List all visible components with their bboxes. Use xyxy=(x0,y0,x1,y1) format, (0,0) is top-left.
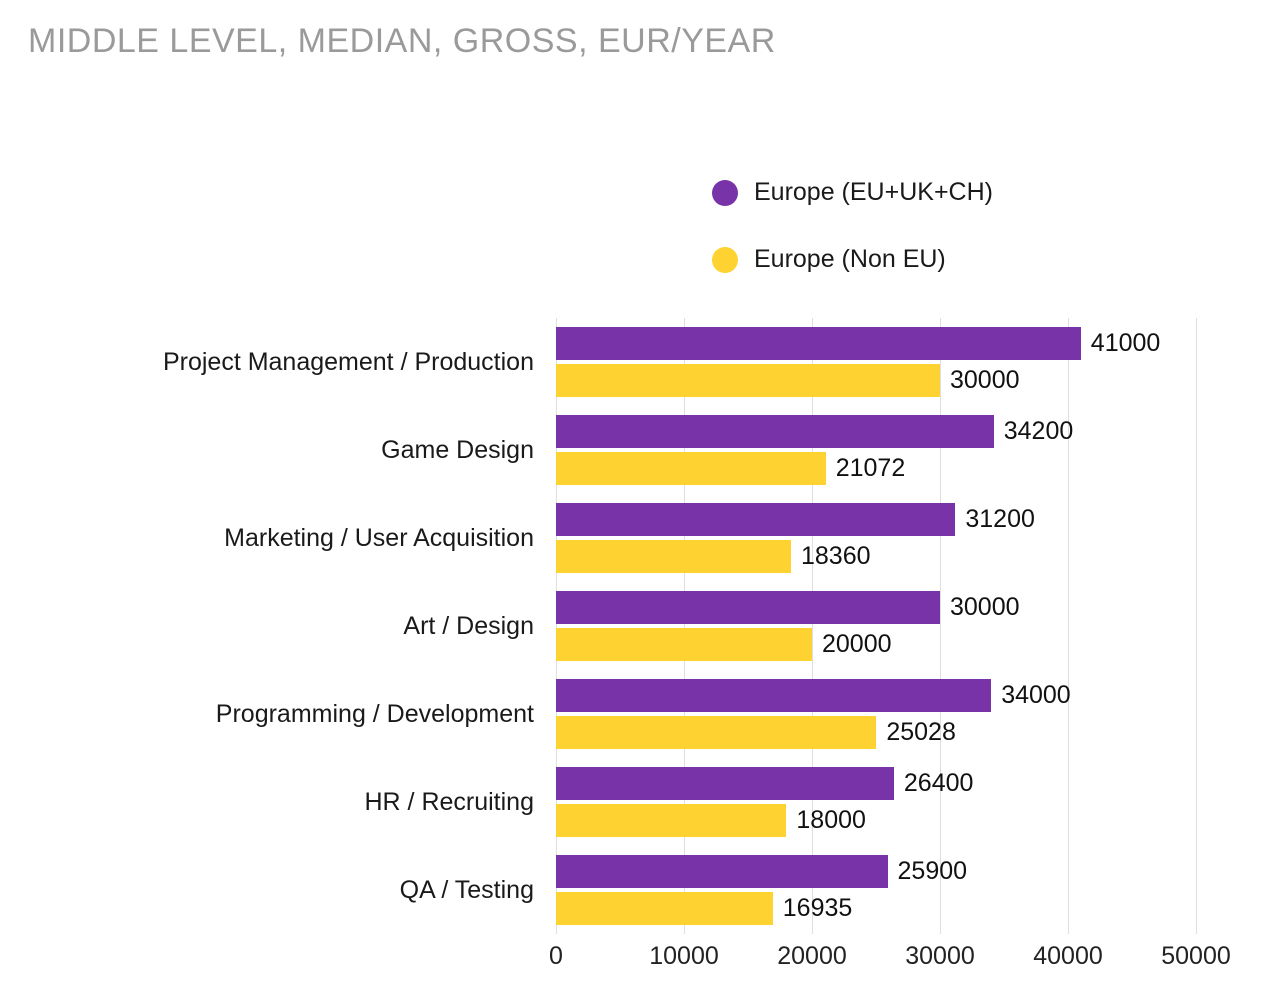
bar-eu-uk-ch xyxy=(556,679,992,712)
bar-value-label: 34000 xyxy=(1001,681,1071,709)
x-axis-tick: 20000 xyxy=(777,942,847,970)
legend-item: Europe (Non EU) xyxy=(712,245,993,274)
category-bars: 41000 30000 xyxy=(556,327,1196,397)
category-bars: 34200 21072 xyxy=(556,415,1196,485)
bar-value-label: 41000 xyxy=(1090,329,1161,357)
category-bars: 34000 25028 xyxy=(556,679,1196,749)
legend: Europe (EU+UK+CH) Europe (Non EU) xyxy=(712,178,993,274)
bar-non-eu xyxy=(556,628,812,661)
category-group: Marketing / User Acquisition 31200 18360 xyxy=(0,494,1284,582)
category-label: Project Management / Production xyxy=(162,347,534,376)
legend-label: Europe (EU+UK+CH) xyxy=(754,178,993,206)
bar-non-eu xyxy=(556,452,826,485)
grid-layer xyxy=(556,318,1197,934)
bar-line: 18360 xyxy=(556,540,1196,573)
bar-line: 26400 xyxy=(556,767,1196,800)
bar-eu-uk-ch xyxy=(556,767,894,800)
bar-eu-uk-ch xyxy=(556,591,940,624)
bar-line: 34000 xyxy=(556,679,1196,712)
x-axis-tick: 30000 xyxy=(905,942,975,970)
category-label: Game Design xyxy=(381,435,534,464)
x-axis-tick: 40000 xyxy=(1033,942,1103,970)
bar-line: 16935 xyxy=(556,892,1196,925)
category-label: QA / Testing xyxy=(399,875,534,904)
x-axis-tick: 0 xyxy=(549,942,563,970)
bar-value-label: 25900 xyxy=(897,857,968,885)
bar-line: 21072 xyxy=(556,452,1196,485)
bar-non-eu xyxy=(556,892,773,925)
bar-line: 20000 xyxy=(556,628,1196,661)
gridline xyxy=(940,318,941,934)
bar-eu-uk-ch xyxy=(556,503,956,536)
bar-eu-uk-ch xyxy=(556,855,888,888)
category-label: HR / Recruiting xyxy=(364,787,535,816)
bar-value-label: 20000 xyxy=(822,630,892,658)
legend-item: Europe (EU+UK+CH) xyxy=(712,178,993,207)
bar-value-label: 30000 xyxy=(950,593,1020,621)
bar-value-label: 18000 xyxy=(796,806,866,834)
bar-chart: Project Management / Production 41000 30… xyxy=(0,318,1284,934)
category-group: HR / Recruiting 26400 18000 xyxy=(0,758,1284,846)
bar-value-label: 30000 xyxy=(950,366,1020,394)
chart-title: MIDDLE LEVEL, MEDIAN, GROSS, EUR/YEAR xyxy=(28,22,776,60)
x-axis-tick: 50000 xyxy=(1161,942,1231,970)
gridline xyxy=(556,318,557,934)
bar-line: 41000 xyxy=(556,327,1196,360)
gridline xyxy=(1068,318,1069,934)
bar-line: 30000 xyxy=(556,364,1196,397)
category-label: Programming / Development xyxy=(215,699,534,728)
bar-value-label: 26400 xyxy=(903,769,974,797)
bar-value-label: 21072 xyxy=(835,454,906,482)
category-bars: 26400 18000 xyxy=(556,767,1196,837)
category-group: Programming / Development 34000 25028 xyxy=(0,670,1284,758)
category-bars: 30000 20000 xyxy=(556,591,1196,661)
legend-swatch-icon xyxy=(712,179,738,206)
bar-non-eu xyxy=(556,364,940,397)
bar-line: 34200 xyxy=(556,415,1196,448)
bar-value-label: 16935 xyxy=(782,894,853,922)
category-group: QA / Testing 25900 16935 xyxy=(0,846,1284,934)
bar-value-label: 31200 xyxy=(965,505,1035,533)
category-group: Project Management / Production 41000 30… xyxy=(0,318,1284,406)
bar-line: 18000 xyxy=(556,804,1196,837)
category-group: Art / Design 30000 20000 xyxy=(0,582,1284,670)
bar-value-label: 34200 xyxy=(1003,417,1074,445)
gridline xyxy=(812,318,813,934)
category-label: Art / Design xyxy=(403,611,534,640)
bar-non-eu xyxy=(556,804,787,837)
x-axis: 0 10000 20000 30000 40000 50000 xyxy=(549,942,1231,974)
bar-line: 30000 xyxy=(556,591,1196,624)
bar-line: 25028 xyxy=(556,716,1196,749)
bar-non-eu xyxy=(556,540,791,573)
bar-line: 25900 xyxy=(556,855,1196,888)
bar-non-eu xyxy=(556,716,877,749)
category-group: Game Design 34200 21072 xyxy=(0,406,1284,494)
bar-line: 31200 xyxy=(556,503,1196,536)
category-bars: 31200 18360 xyxy=(556,503,1196,573)
bar-value-label: 18360 xyxy=(801,542,871,570)
gridline xyxy=(684,318,685,934)
legend-swatch-icon xyxy=(712,246,738,273)
gridline xyxy=(1196,318,1197,934)
bar-eu-uk-ch xyxy=(556,327,1081,360)
x-axis-tick: 10000 xyxy=(649,942,719,970)
category-bars: 25900 16935 xyxy=(556,855,1196,925)
bar-value-label: 25028 xyxy=(886,718,956,746)
bar-eu-uk-ch xyxy=(556,415,994,448)
legend-label: Europe (Non EU) xyxy=(754,245,946,273)
category-label: Marketing / User Acquisition xyxy=(224,523,534,552)
